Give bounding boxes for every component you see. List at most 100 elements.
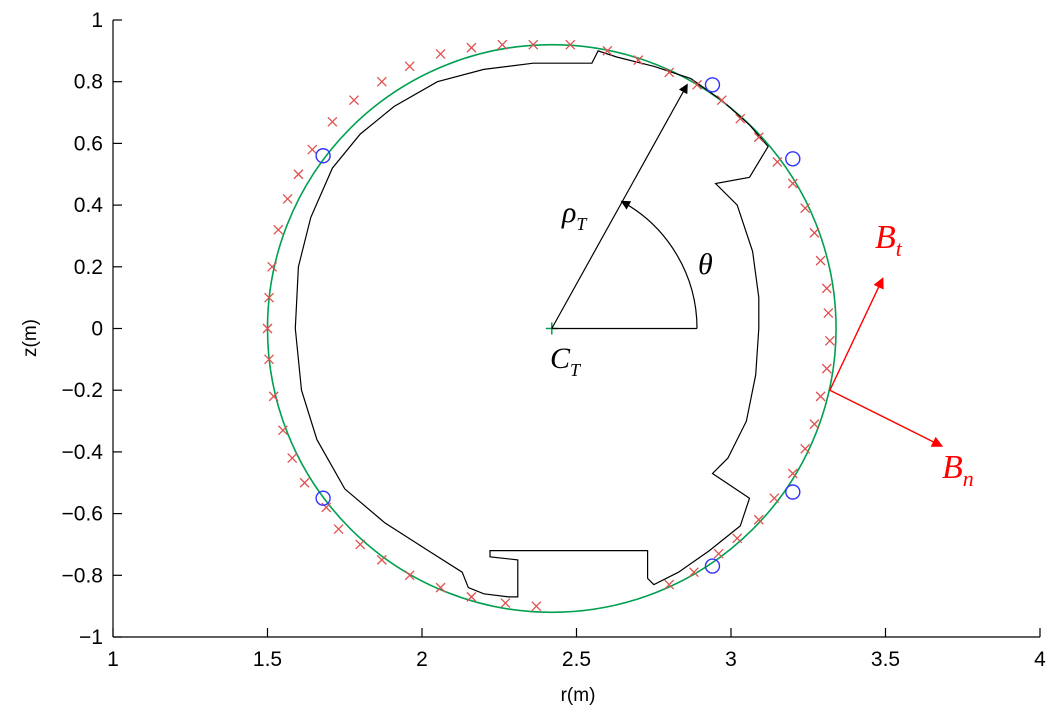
bn-label: Bn	[942, 449, 974, 491]
y-tick-label: −0.6	[62, 503, 103, 526]
sensor-o-marker	[704, 77, 721, 93]
probe-x-marker	[299, 477, 310, 488]
probe-x-marker	[800, 443, 811, 454]
probe-x-marker	[800, 203, 811, 214]
probe-x-marker	[753, 514, 764, 525]
probe-x-stroke	[753, 132, 764, 143]
probe-x-stroke	[267, 261, 278, 272]
x-axis-title: r(m)	[561, 685, 596, 706]
probe-x-stroke	[531, 601, 542, 612]
bt-vector	[829, 277, 884, 391]
probe-x-stroke	[435, 48, 446, 59]
probe-x-stroke	[404, 570, 415, 581]
probe-x-stroke	[299, 477, 310, 488]
probe-x-marker	[376, 554, 387, 565]
probe-x-marker	[823, 308, 834, 319]
probe-x-stroke	[528, 39, 539, 50]
probe-x-stroke	[753, 514, 764, 525]
probe-x-stroke	[321, 502, 332, 513]
probe-x-marker	[602, 45, 613, 56]
theta-label: θ	[698, 248, 713, 281]
probe-x-marker	[333, 524, 344, 534]
probe-x-marker	[267, 261, 278, 272]
y-axis-title: z(m)	[20, 319, 41, 357]
probe-x-marker	[497, 39, 508, 50]
probe-x-marker	[282, 193, 293, 204]
rho-label: ρT	[561, 196, 588, 234]
probe-x-marker	[735, 113, 746, 124]
probe-x-stroke	[404, 61, 415, 72]
probe-x-marker	[821, 283, 832, 294]
probe-x-stroke	[732, 533, 743, 544]
probe-x-marker	[787, 468, 798, 479]
probe-x-marker	[349, 95, 359, 106]
probe-x-stroke	[688, 567, 699, 578]
probe-x-stroke	[809, 227, 820, 238]
probe-x-stroke	[327, 116, 338, 127]
probe-x-stroke	[821, 363, 832, 374]
probe-x-stroke	[273, 224, 284, 235]
probe-x-marker	[753, 132, 764, 143]
probe-x-stroke	[376, 554, 387, 565]
probe-x-marker	[321, 502, 332, 513]
probe-x-marker	[293, 169, 304, 180]
x-tick-label: 1.5	[253, 648, 282, 671]
probe-x-stroke	[435, 582, 446, 593]
sensor-o-marker	[315, 148, 331, 164]
probe-x-stroke	[333, 524, 344, 534]
probe-x-marker	[435, 582, 446, 593]
probe-x-stroke	[692, 79, 702, 90]
plot-area	[262, 39, 944, 614]
x-tick-label: 2.5	[562, 648, 591, 671]
annotations: ρT θ CT Bt Bn	[550, 196, 974, 491]
probe-x-stroke	[264, 354, 275, 365]
probe-x-marker	[307, 144, 318, 155]
x-axis-ticks: 1 1.5 2 2.5 3 3.5 4	[107, 628, 1046, 671]
probe-x-stroke	[355, 539, 366, 550]
probe-x-stroke	[821, 283, 832, 294]
probe-x-marker	[531, 601, 542, 612]
probe-x-stroke	[823, 308, 834, 319]
x-tick-label: 4	[1034, 648, 1046, 671]
probe-x-stroke	[787, 468, 798, 479]
probe-x-stroke	[268, 391, 279, 402]
probe-x-stroke	[277, 425, 288, 436]
probe-x-marker	[664, 579, 675, 590]
probe-x-stroke	[713, 548, 724, 559]
probe-x-stroke	[466, 42, 477, 53]
probe-x-marker	[664, 67, 675, 78]
probe-x-marker	[268, 391, 279, 402]
probe-x-stroke	[349, 95, 359, 106]
probe-x-stroke	[633, 55, 644, 66]
probe-x-marker	[824, 335, 835, 346]
probe-x-stroke	[466, 591, 477, 602]
probe-x-marker	[466, 42, 477, 53]
probe-x-stroke	[824, 335, 835, 346]
probe-x-stroke	[664, 67, 675, 78]
probe-x-stroke	[735, 113, 746, 124]
probe-x-marker	[264, 354, 275, 365]
probe-x-stroke	[282, 193, 293, 204]
probe-x-stroke	[293, 169, 304, 180]
probe-x-marker	[528, 39, 539, 50]
probe-x-marker	[772, 156, 783, 167]
probe-x-marker	[809, 419, 820, 430]
probe-x-marker	[404, 570, 415, 581]
sensor-o-marker	[315, 490, 331, 506]
y-tick-label: 1	[91, 9, 103, 32]
probe-x-marker	[287, 453, 298, 464]
center-label: CT	[550, 342, 582, 380]
probe-x-stroke	[800, 203, 811, 214]
probe-x-stroke	[376, 76, 387, 87]
probe-x-stroke	[500, 598, 511, 609]
probe-x-stroke	[602, 45, 613, 56]
vessel-wall	[294, 50, 769, 598]
probe-x-marker	[815, 255, 826, 266]
probe-x-marker	[262, 323, 273, 334]
y-tick-label: 0.4	[74, 194, 104, 217]
probe-x-stroke	[815, 391, 826, 402]
probe-x-marker	[500, 598, 511, 609]
sensor-o-marker	[785, 151, 801, 167]
probe-x-marker	[713, 548, 724, 559]
